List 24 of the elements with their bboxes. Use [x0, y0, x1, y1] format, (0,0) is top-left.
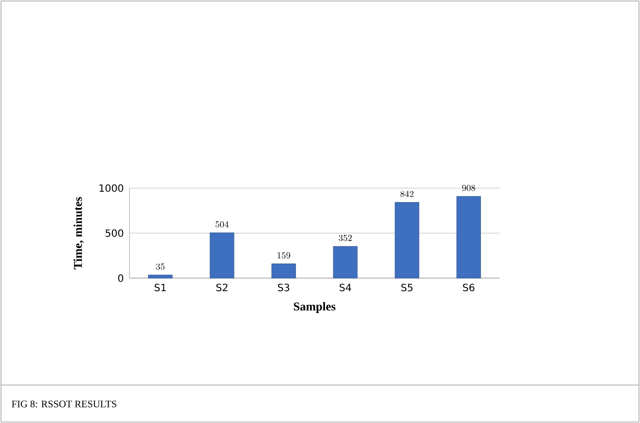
y-tick-label: 0: [118, 274, 124, 282]
y-axis-title: Time, minutes: [74, 196, 84, 270]
x-tick-label: S2: [216, 284, 228, 292]
x-tick-label: S3: [278, 284, 290, 292]
data-label: 35: [156, 263, 164, 270]
data-label: 908: [462, 184, 476, 192]
x-tick-label: S4: [340, 284, 352, 292]
x-axis-title: Samples: [294, 302, 336, 313]
data-label: 352: [338, 234, 352, 242]
x-tick-label: S1: [154, 284, 166, 292]
bar: [148, 274, 173, 278]
x-tick-label: S6: [462, 284, 474, 292]
x-tick-label: S5: [401, 284, 412, 292]
bar: [271, 264, 296, 278]
y-tick-label: 500: [106, 229, 124, 237]
bar: [456, 196, 481, 278]
y-tick-label: 1000: [100, 184, 124, 192]
data-label: 842: [400, 190, 414, 198]
bar: [210, 232, 234, 278]
bar: [394, 202, 420, 278]
data-label: 159: [278, 252, 290, 258]
bar: [333, 246, 358, 278]
data-label: 504: [216, 221, 229, 228]
caption: FIG 8: RSSOT RESULTS: [12, 400, 116, 408]
